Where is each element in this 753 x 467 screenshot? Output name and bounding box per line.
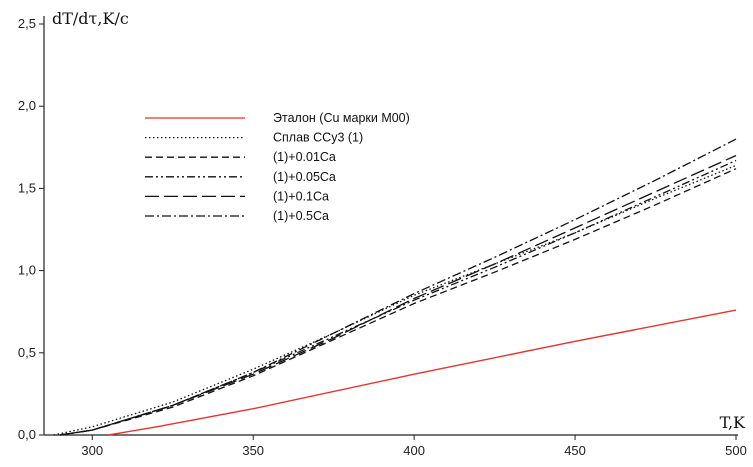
y-tick-label: 1,0 xyxy=(18,263,36,278)
x-tick-label: 450 xyxy=(564,443,586,458)
x-axis-ticks: 300 350 400 450 500 xyxy=(81,435,747,458)
series-line-0 xyxy=(108,309,737,436)
y-axis-ticks: 0,0 0,5 1,0 1,5 2,0 2,5 xyxy=(18,16,44,442)
y-axis-title: dT/dτ,K/c xyxy=(52,9,129,28)
y-tick-label: 2,0 xyxy=(18,98,36,113)
series-line-2 xyxy=(60,168,737,436)
legend-entry-label: Сплав ССу3 (1) xyxy=(273,131,363,145)
series-line-5 xyxy=(60,138,737,436)
y-tick-label: 0,5 xyxy=(18,345,36,360)
legend: Эталон (Cu марки М00) Сплав ССу3 (1) (1)+0… xyxy=(145,111,410,223)
series-line-4 xyxy=(60,154,737,436)
legend-entry-label: (1)+0.05Ca xyxy=(273,170,336,184)
legend-entry-label: (1)+0.01Ca xyxy=(273,150,336,164)
x-tick-label: 500 xyxy=(725,443,747,458)
series-lines xyxy=(53,138,737,436)
legend-entry-label: Эталон (Cu марки М00) xyxy=(273,111,410,125)
x-tick-label: 300 xyxy=(81,443,103,458)
plot-frame xyxy=(43,16,738,436)
y-tick-label: 2,5 xyxy=(18,16,36,31)
x-tick-label: 400 xyxy=(403,443,425,458)
x-axis-title: T,K xyxy=(720,413,746,432)
y-tick-label: 0,0 xyxy=(18,427,36,442)
y-tick-label: 1,5 xyxy=(18,180,36,195)
x-tick-label: 350 xyxy=(242,443,264,458)
series-line-1 xyxy=(53,164,737,436)
legend-entry-label: (1)+0.1Ca xyxy=(273,189,329,203)
legend-entry-label: (1)+0.5Ca xyxy=(273,209,329,223)
